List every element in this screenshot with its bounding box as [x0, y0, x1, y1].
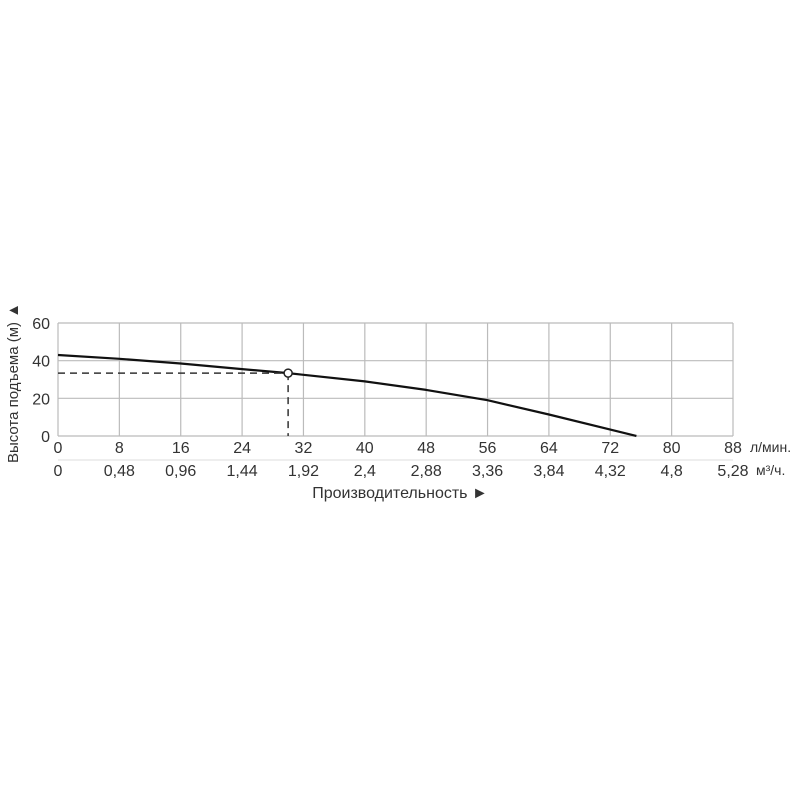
x-unit-primary: л/мин.	[750, 439, 791, 455]
x-tick-label: 24	[233, 440, 251, 457]
x-tick-label: 32	[295, 440, 313, 457]
x-secondary-tick-label: 3,84	[533, 463, 564, 480]
y-tick-label: 60	[32, 316, 50, 333]
grid	[57, 322, 734, 461]
x-secondary-tick-label: 4,8	[661, 463, 683, 480]
x-secondary-tick-label: 0,48	[104, 463, 135, 480]
x-secondary-tick-label: 0,96	[165, 463, 196, 480]
x-secondary-tick-label: 5,28	[717, 463, 748, 480]
y-tick-label: 20	[32, 391, 50, 408]
x-secondary-tick-label: 2,88	[411, 463, 442, 480]
x-tick-label: 88	[724, 440, 742, 457]
x-tick-label: 0	[54, 440, 63, 457]
x-tick-label: 64	[540, 440, 558, 457]
pump-curve-line	[57, 353, 637, 438]
x-unit-secondary: м³/ч.	[756, 462, 785, 478]
x-secondary-tick-label: 1,44	[227, 463, 258, 480]
x-axis-title: Производительность ►	[312, 485, 488, 502]
x-secondary-tick-label: 0	[54, 463, 63, 480]
x-tick-label: 48	[417, 440, 435, 457]
x-secondary-tick-label: 3,36	[472, 463, 503, 480]
y-axis-title: Высота подъема (м) ▲	[5, 303, 22, 463]
x-tick-label: 80	[663, 440, 681, 457]
x-tick-label: 56	[479, 440, 497, 457]
x-tick-label: 40	[356, 440, 374, 457]
x-secondary-tick-label: 4,32	[595, 463, 626, 480]
tick-labels: 0080,48160,96241,44321,92402,4482,88563,…	[32, 316, 748, 480]
x-secondary-tick-label: 1,92	[288, 463, 319, 480]
x-tick-label: 72	[601, 440, 619, 457]
x-secondary-tick-label: 2,4	[354, 463, 376, 480]
y-tick-label: 0	[41, 429, 50, 446]
y-tick-label: 40	[32, 354, 50, 371]
x-tick-label: 8	[115, 440, 124, 457]
x-tick-label: 16	[172, 440, 190, 457]
operating-point-marker	[283, 368, 293, 378]
marks	[57, 353, 637, 438]
